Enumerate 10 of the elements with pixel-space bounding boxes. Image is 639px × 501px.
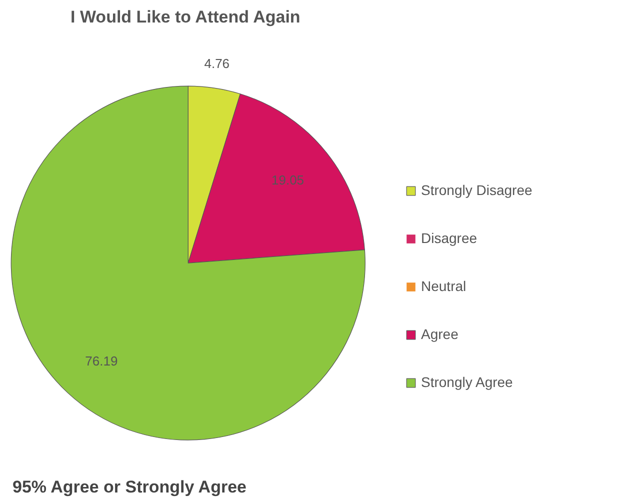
text: 95% Agree or Strongly Agree	[12, 478, 246, 496]
legend-label: Agree	[421, 326, 458, 342]
data-label: 19.05	[272, 172, 304, 188]
data-label: 76.19	[85, 353, 118, 368]
legend-label: Disagree	[421, 230, 478, 246]
legend-label: Neutral	[421, 278, 466, 294]
chart-title: I Would Like to Attend Again	[70, 8, 300, 26]
data-label: 4.76	[204, 56, 230, 71]
legend-label: Strongly Agree	[421, 374, 513, 390]
legend-label: Strongly Disagree	[421, 182, 532, 198]
